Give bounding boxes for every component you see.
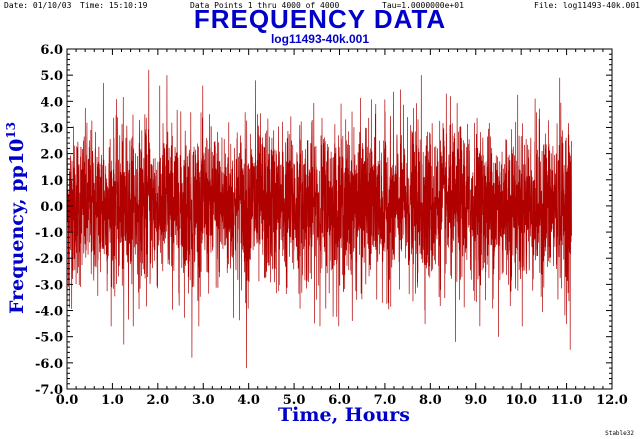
y-tick-label: 0.0: [40, 200, 63, 215]
x-tick-label: 12.0: [596, 393, 628, 408]
x-tick-label: 5.0: [283, 393, 306, 408]
x-tick-label: 0.0: [56, 393, 79, 408]
y-axis-title-main: Frequency, pp10: [6, 139, 28, 314]
series-layer: [66, 69, 572, 369]
x-tick-label: 8.0: [419, 393, 442, 408]
y-tick-label: -7.0: [35, 383, 63, 398]
chart-subtitle: log11493-40k.001: [270, 32, 370, 46]
x-tick-label: 7.0: [374, 393, 397, 408]
y-tick-label: 6.0: [40, 43, 63, 58]
header-file: File: log11493-40k.001: [534, 1, 640, 10]
frequency-series-line: [66, 69, 572, 369]
x-axis-title: Time, Hours: [278, 404, 410, 426]
y-axis-title: Frequency, pp1013: [4, 122, 28, 314]
header-date: Date: 01/10/03: [4, 1, 72, 10]
x-tick-label: 9.0: [464, 393, 487, 408]
y-tick-label: -2.0: [35, 252, 63, 267]
y-axis-title-exponent: 13: [4, 122, 18, 139]
y-tick-label: -5.0: [35, 331, 63, 346]
chart-title: FREQUENCY DATA: [193, 4, 447, 34]
x-tick-label: 11.0: [551, 393, 583, 408]
x-tick-label: 3.0: [192, 393, 215, 408]
header-data-points: Data Points 1 thru 4000 of 4000: [190, 1, 340, 10]
y-tick-label: 5.0: [40, 69, 63, 84]
y-tick-label: -6.0: [35, 357, 63, 372]
x-tick-label: 2.0: [147, 393, 170, 408]
header-time: Time: 15:10:19: [80, 1, 148, 10]
x-tick-label: 6.0: [328, 393, 351, 408]
y-tick-label: -4.0: [35, 305, 63, 320]
x-tick-label: 1.0: [101, 393, 124, 408]
x-tick-label: 4.0: [237, 393, 260, 408]
y-tick-label: 3.0: [40, 121, 63, 136]
y-tick-label: 1.0: [40, 174, 63, 189]
header-tau: Tau=1.0000000e+01: [382, 1, 464, 10]
y-tick-label: -3.0: [35, 278, 63, 293]
ticks-layer: 0.0 1.0 2.0 3.0 4.0 5.0 6.0 7.0 8.0 9.0 10.0 11.0 12…: [35, 43, 628, 408]
y-tick-label: 2.0: [40, 148, 63, 163]
y-tick-label: 4.0: [40, 95, 63, 110]
y-tick-label: -1.0: [35, 226, 63, 241]
x-tick-label: 10.0: [505, 393, 537, 408]
footer-label: Stable32: [605, 430, 634, 437]
